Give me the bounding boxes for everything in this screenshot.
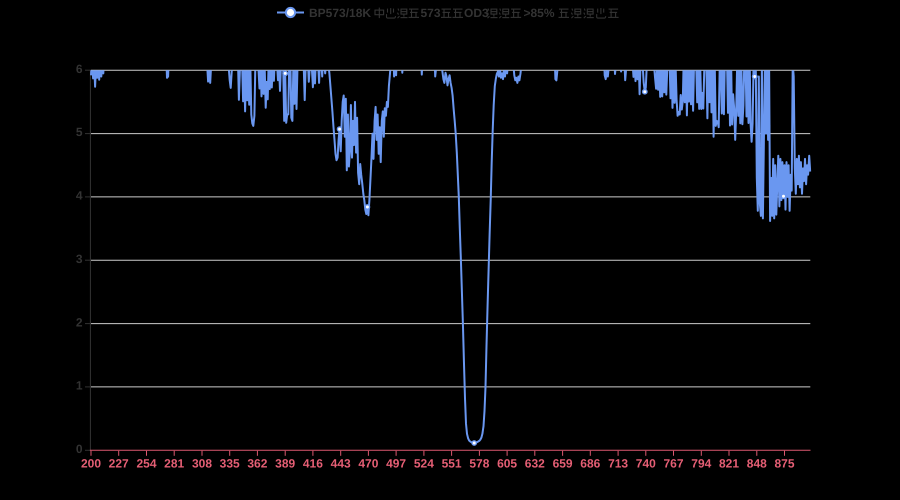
svg-text:497: 497 (386, 456, 406, 470)
svg-text:848: 848 (747, 456, 767, 470)
svg-text:632: 632 (525, 456, 545, 470)
svg-text:BP573/18K: BP573/18K (309, 6, 371, 20)
svg-text:875: 875 (774, 456, 794, 470)
svg-text:254: 254 (136, 456, 156, 470)
svg-text:2: 2 (76, 315, 83, 329)
svg-text:573: 573 (421, 6, 441, 20)
svg-text:>85%: >85% (524, 6, 555, 20)
svg-text:4: 4 (76, 189, 83, 203)
svg-text:794: 794 (691, 456, 711, 470)
svg-text:524: 524 (414, 456, 434, 470)
svg-text:335: 335 (220, 456, 240, 470)
svg-text:6: 6 (76, 62, 83, 76)
svg-text:578: 578 (469, 456, 489, 470)
svg-text:OD3: OD3 (464, 6, 489, 20)
svg-text:0: 0 (76, 442, 83, 456)
svg-text:416: 416 (303, 456, 323, 470)
svg-text:740: 740 (636, 456, 656, 470)
svg-text:605: 605 (497, 456, 517, 470)
svg-text:362: 362 (247, 456, 267, 470)
svg-text:200: 200 (81, 456, 101, 470)
svg-text:767: 767 (663, 456, 683, 470)
svg-text:659: 659 (553, 456, 573, 470)
svg-text:686: 686 (580, 456, 600, 470)
svg-text:551: 551 (442, 456, 462, 470)
svg-text:443: 443 (331, 456, 351, 470)
svg-text:470: 470 (358, 456, 378, 470)
svg-text:281: 281 (164, 456, 184, 470)
svg-text:1: 1 (76, 379, 83, 393)
svg-text:227: 227 (109, 456, 129, 470)
svg-text:308: 308 (192, 456, 212, 470)
svg-text:5: 5 (76, 125, 83, 139)
svg-text:713: 713 (608, 456, 628, 470)
svg-text:389: 389 (275, 456, 295, 470)
svg-text:821: 821 (719, 456, 739, 470)
svg-text:3: 3 (76, 252, 83, 266)
